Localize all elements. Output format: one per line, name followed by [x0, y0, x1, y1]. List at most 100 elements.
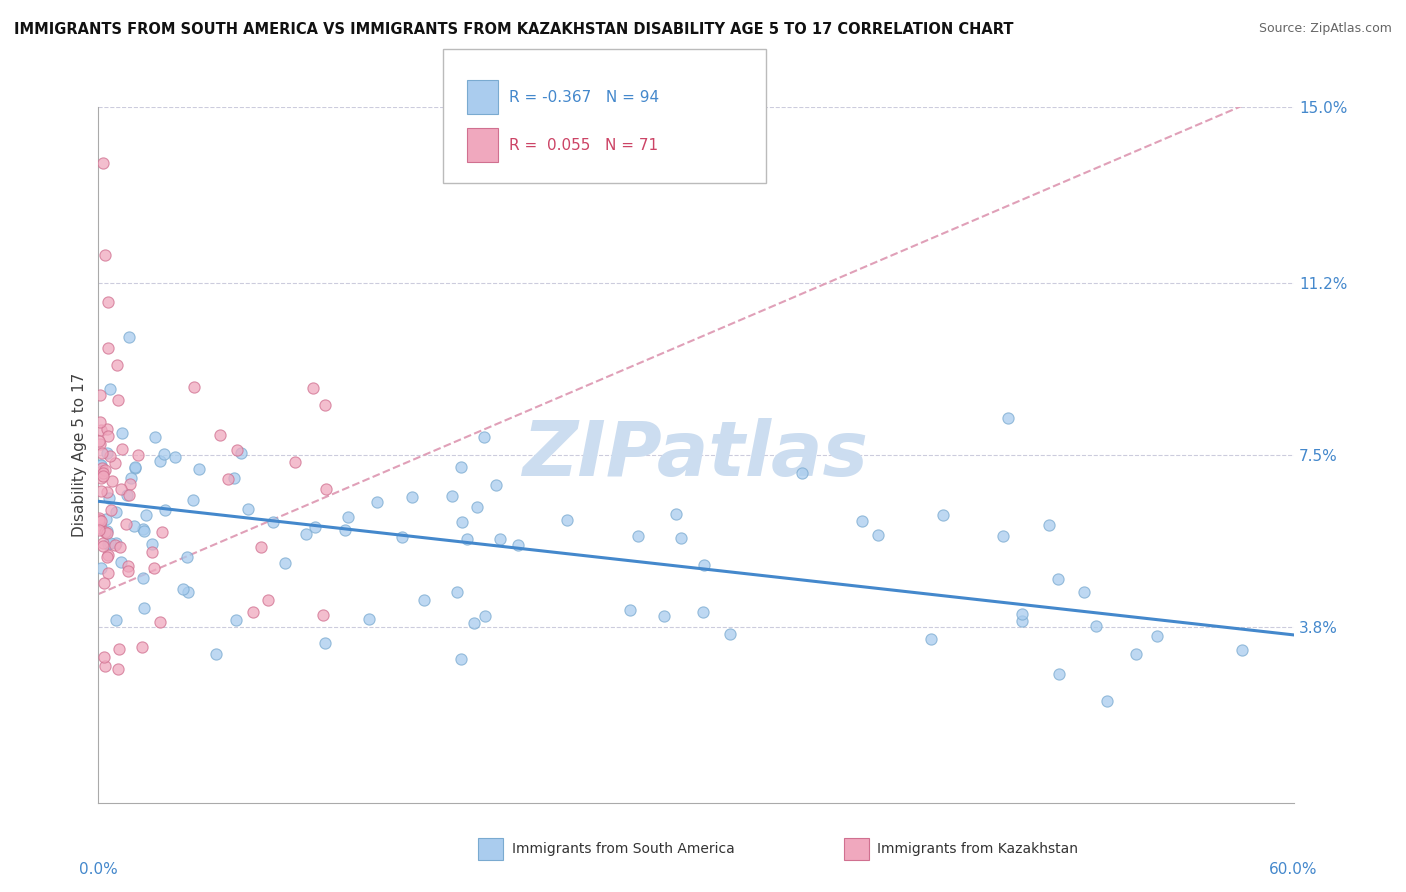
Point — [141, 545, 163, 559]
Point — [132, 522, 155, 536]
Point — [172, 582, 194, 597]
Point — [117, 558, 139, 573]
Y-axis label: Disability Age 5 to 17: Disability Age 5 to 17 — [72, 373, 87, 537]
Point — [304, 520, 326, 534]
Point — [153, 447, 176, 461]
Point — [249, 540, 271, 554]
Point — [446, 585, 468, 599]
Point — [314, 636, 336, 650]
Point — [294, 527, 316, 541]
Point — [90, 423, 112, 437]
Point — [284, 455, 307, 469]
Point — [693, 558, 716, 572]
Point — [104, 456, 127, 470]
Point — [333, 523, 356, 537]
Point — [1046, 572, 1069, 586]
Point — [100, 502, 122, 516]
Point — [117, 564, 139, 578]
Point — [932, 508, 955, 522]
Point — [96, 485, 118, 500]
Text: R = -0.367   N = 94: R = -0.367 N = 94 — [509, 90, 659, 104]
Point — [149, 615, 172, 630]
Point — [314, 398, 336, 412]
Point — [467, 500, 489, 515]
Point — [89, 388, 111, 402]
Point — [93, 576, 115, 591]
Point — [209, 428, 232, 442]
Point — [1146, 629, 1168, 643]
Point — [225, 442, 247, 457]
Point — [98, 382, 121, 396]
Point — [97, 537, 120, 551]
Point — [107, 662, 129, 676]
Point — [1047, 666, 1070, 681]
Point — [413, 592, 436, 607]
Point — [1095, 693, 1118, 707]
Point — [1125, 647, 1147, 661]
Point — [463, 615, 485, 630]
Point — [93, 468, 115, 483]
Point — [96, 524, 118, 538]
Point — [132, 571, 155, 585]
Point — [93, 155, 115, 169]
Point — [94, 248, 117, 262]
Point — [124, 460, 146, 475]
Point — [163, 450, 186, 465]
Point — [1038, 518, 1060, 533]
Point — [98, 449, 121, 463]
Point — [96, 446, 118, 460]
Point — [205, 647, 228, 661]
Point — [89, 523, 111, 537]
Point — [105, 505, 128, 519]
Point — [153, 503, 176, 517]
Point — [107, 393, 129, 408]
Point — [91, 539, 114, 553]
Point — [991, 529, 1014, 543]
Point — [97, 428, 120, 442]
Point — [98, 536, 121, 550]
Point — [718, 627, 741, 641]
Point — [619, 603, 641, 617]
Point — [851, 514, 873, 528]
Point — [222, 471, 245, 485]
Point — [96, 550, 118, 565]
Point — [89, 458, 111, 472]
Point — [301, 381, 323, 395]
Point — [96, 566, 118, 580]
Point — [665, 508, 688, 522]
Point — [124, 518, 146, 533]
Point — [89, 518, 111, 533]
Point — [115, 488, 138, 502]
Point — [440, 489, 463, 503]
Text: Immigrants from Kazakhstan: Immigrants from Kazakhstan — [877, 842, 1078, 856]
Point — [1011, 614, 1033, 628]
Point — [1011, 607, 1033, 622]
Point — [124, 461, 146, 475]
Point — [312, 608, 335, 623]
Point — [89, 511, 111, 525]
Point — [89, 434, 111, 448]
Point — [131, 640, 153, 655]
Point — [118, 477, 141, 491]
Point — [557, 512, 579, 526]
Text: ZIPatlas: ZIPatlas — [523, 418, 869, 491]
Point — [181, 493, 204, 508]
Point — [920, 632, 942, 646]
Point — [120, 471, 142, 485]
Text: IMMIGRANTS FROM SOUTH AMERICA VS IMMIGRANTS FROM KAZAKHSTAN DISABILITY AGE 5 TO : IMMIGRANTS FROM SOUTH AMERICA VS IMMIGRA… — [14, 22, 1014, 37]
Point — [177, 584, 200, 599]
Point — [652, 608, 675, 623]
Point — [450, 459, 472, 474]
Point — [111, 426, 134, 441]
Point — [111, 442, 134, 457]
Point — [90, 458, 112, 472]
Point — [108, 642, 131, 657]
Point — [89, 415, 111, 429]
Point — [472, 429, 495, 443]
Point — [89, 521, 111, 535]
Point — [94, 659, 117, 673]
Point — [692, 605, 714, 619]
Point — [225, 613, 247, 627]
Point — [485, 478, 508, 492]
Point — [127, 448, 149, 462]
